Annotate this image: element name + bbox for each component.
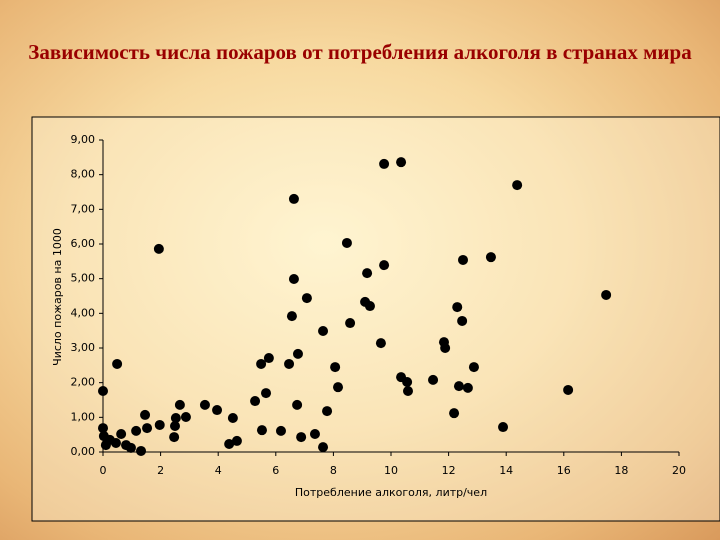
- point: [112, 358, 123, 369]
- point: [362, 268, 373, 279]
- x-tick-label: 8: [330, 464, 337, 477]
- y-tick-label: 4,00: [71, 306, 96, 319]
- point: [224, 439, 235, 450]
- y-tick-label: 1,00: [71, 410, 96, 423]
- chart-frame: [31, 116, 720, 522]
- point: [110, 437, 121, 448]
- point: [250, 396, 261, 407]
- point: [180, 411, 191, 422]
- x-tick-label: 10: [384, 464, 398, 477]
- y-tick-label: 3,00: [71, 341, 96, 354]
- point: [396, 157, 407, 168]
- x-tick-label: 20: [672, 464, 686, 477]
- point: [402, 385, 413, 396]
- point: [286, 311, 297, 322]
- point: [301, 293, 312, 304]
- point: [341, 237, 352, 248]
- point: [116, 428, 127, 439]
- point: [309, 428, 320, 439]
- y-axis-title: Число пожаров на 1000: [51, 228, 64, 366]
- point: [512, 180, 523, 191]
- point: [330, 362, 341, 373]
- point: [379, 158, 390, 169]
- x-tick-label: 6: [272, 464, 279, 477]
- y-tick-label: 5,00: [71, 272, 96, 285]
- point: [136, 445, 147, 456]
- y-tick-label: 2,00: [71, 376, 96, 389]
- point: [174, 399, 185, 410]
- point: [458, 254, 468, 265]
- x-tick-label: 4: [215, 464, 222, 477]
- point: [345, 318, 356, 329]
- point: [453, 381, 464, 392]
- point: [449, 408, 460, 419]
- x-tick-label: 14: [499, 464, 513, 477]
- point: [364, 301, 375, 312]
- point: [98, 423, 108, 434]
- point: [284, 358, 295, 369]
- point: [379, 260, 390, 271]
- point: [428, 374, 439, 385]
- point: [333, 382, 344, 393]
- point: [601, 289, 612, 300]
- point: [296, 432, 307, 443]
- point: [440, 343, 451, 353]
- point: [263, 353, 274, 364]
- point: [98, 385, 108, 396]
- point: [231, 435, 242, 446]
- point: [275, 425, 286, 436]
- point: [375, 338, 386, 349]
- point: [288, 193, 299, 204]
- point: [292, 399, 303, 410]
- y-tick-label: 9,00: [71, 133, 96, 146]
- point: [462, 382, 473, 393]
- x-axis-title: Потребление алкоголя, литр/чел: [295, 486, 487, 499]
- point: [170, 421, 180, 431]
- point: [212, 405, 223, 416]
- point: [468, 362, 479, 373]
- point: [318, 326, 329, 337]
- x-tick-label: 12: [442, 464, 456, 477]
- y-tick-label: 6,00: [71, 237, 96, 250]
- point: [142, 423, 153, 434]
- x-tick-label: 2: [157, 464, 164, 477]
- point: [169, 432, 180, 443]
- point: [292, 348, 303, 359]
- point: [227, 413, 238, 424]
- point: [154, 419, 165, 430]
- point: [457, 315, 468, 326]
- point: [318, 442, 329, 453]
- point: [256, 358, 267, 369]
- y-tick-label: 8,00: [71, 168, 96, 181]
- point: [170, 413, 181, 424]
- point: [498, 422, 509, 433]
- chart-title: Зависимость числа пожаров от потребления…: [28, 40, 692, 64]
- point: [140, 409, 151, 420]
- point: [563, 384, 574, 395]
- point: [256, 425, 267, 436]
- point: [402, 376, 413, 387]
- point: [199, 399, 210, 410]
- x-tick-label: 16: [557, 464, 571, 477]
- y-tick-label: 7,00: [71, 202, 96, 215]
- point: [125, 442, 136, 453]
- y-tick-label: 0,00: [71, 445, 96, 458]
- point: [131, 425, 142, 436]
- x-tick-label: 18: [614, 464, 628, 477]
- point: [261, 388, 272, 399]
- x-tick-label: 0: [100, 464, 107, 477]
- point: [452, 302, 463, 313]
- point: [288, 274, 299, 285]
- point: [322, 406, 333, 417]
- point: [485, 252, 496, 263]
- point: [153, 243, 164, 254]
